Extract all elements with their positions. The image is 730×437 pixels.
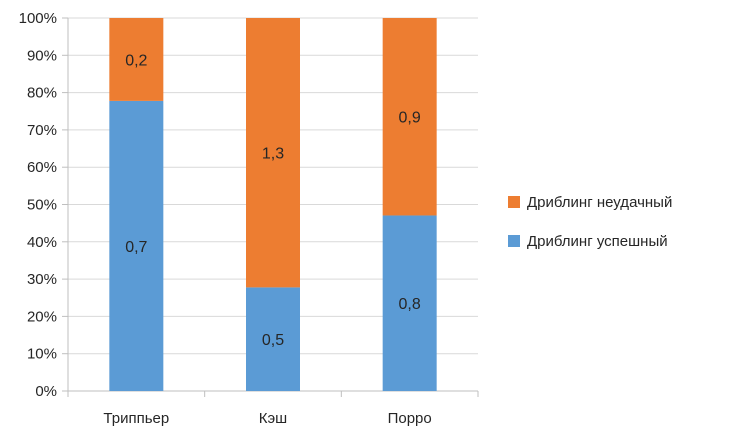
x-tick-label: Порро bbox=[388, 410, 432, 427]
y-tick-label: 20% bbox=[27, 308, 57, 325]
legend-label: Дриблинг неудачный bbox=[527, 193, 673, 211]
data-label: 0,9 bbox=[399, 110, 421, 127]
bar-segment-successful bbox=[382, 215, 437, 391]
bar-segment-successful bbox=[109, 100, 164, 391]
y-tick-label: 0% bbox=[35, 383, 57, 400]
data-label: 0,8 bbox=[399, 296, 421, 313]
data-label: 0,2 bbox=[125, 52, 147, 69]
y-tick-label: 40% bbox=[27, 234, 57, 251]
legend-item: Дриблинг успешный bbox=[508, 231, 723, 251]
data-label: 0,7 bbox=[125, 239, 147, 256]
y-tick-label: 70% bbox=[27, 122, 57, 139]
y-tick-label: 10% bbox=[27, 346, 57, 363]
bar-segment-unsuccessful bbox=[109, 18, 164, 101]
y-tick-label: 50% bbox=[27, 197, 57, 214]
y-tick-label: 60% bbox=[27, 159, 57, 176]
legend-swatch bbox=[508, 235, 520, 247]
bar-segment-unsuccessful bbox=[246, 18, 300, 288]
legend-label: Дриблинг успешный bbox=[527, 232, 668, 250]
legend-swatch bbox=[508, 196, 520, 208]
x-tick-label: Триппьер bbox=[103, 410, 169, 427]
y-tick-label: 80% bbox=[27, 85, 57, 102]
x-tick-label: Кэш bbox=[259, 410, 287, 427]
bar-segment-unsuccessful bbox=[382, 18, 437, 216]
y-tick-label: 30% bbox=[27, 271, 57, 288]
y-tick-label: 100% bbox=[19, 10, 57, 27]
legend-item: Дриблинг неудачный bbox=[508, 192, 723, 212]
chart-legend: Дриблинг неудачный Дриблинг успешный bbox=[508, 192, 723, 270]
data-label: 1,3 bbox=[262, 146, 284, 163]
bar-segment-successful bbox=[246, 287, 300, 391]
data-label: 0,5 bbox=[262, 332, 284, 349]
y-tick-label: 90% bbox=[27, 47, 57, 64]
